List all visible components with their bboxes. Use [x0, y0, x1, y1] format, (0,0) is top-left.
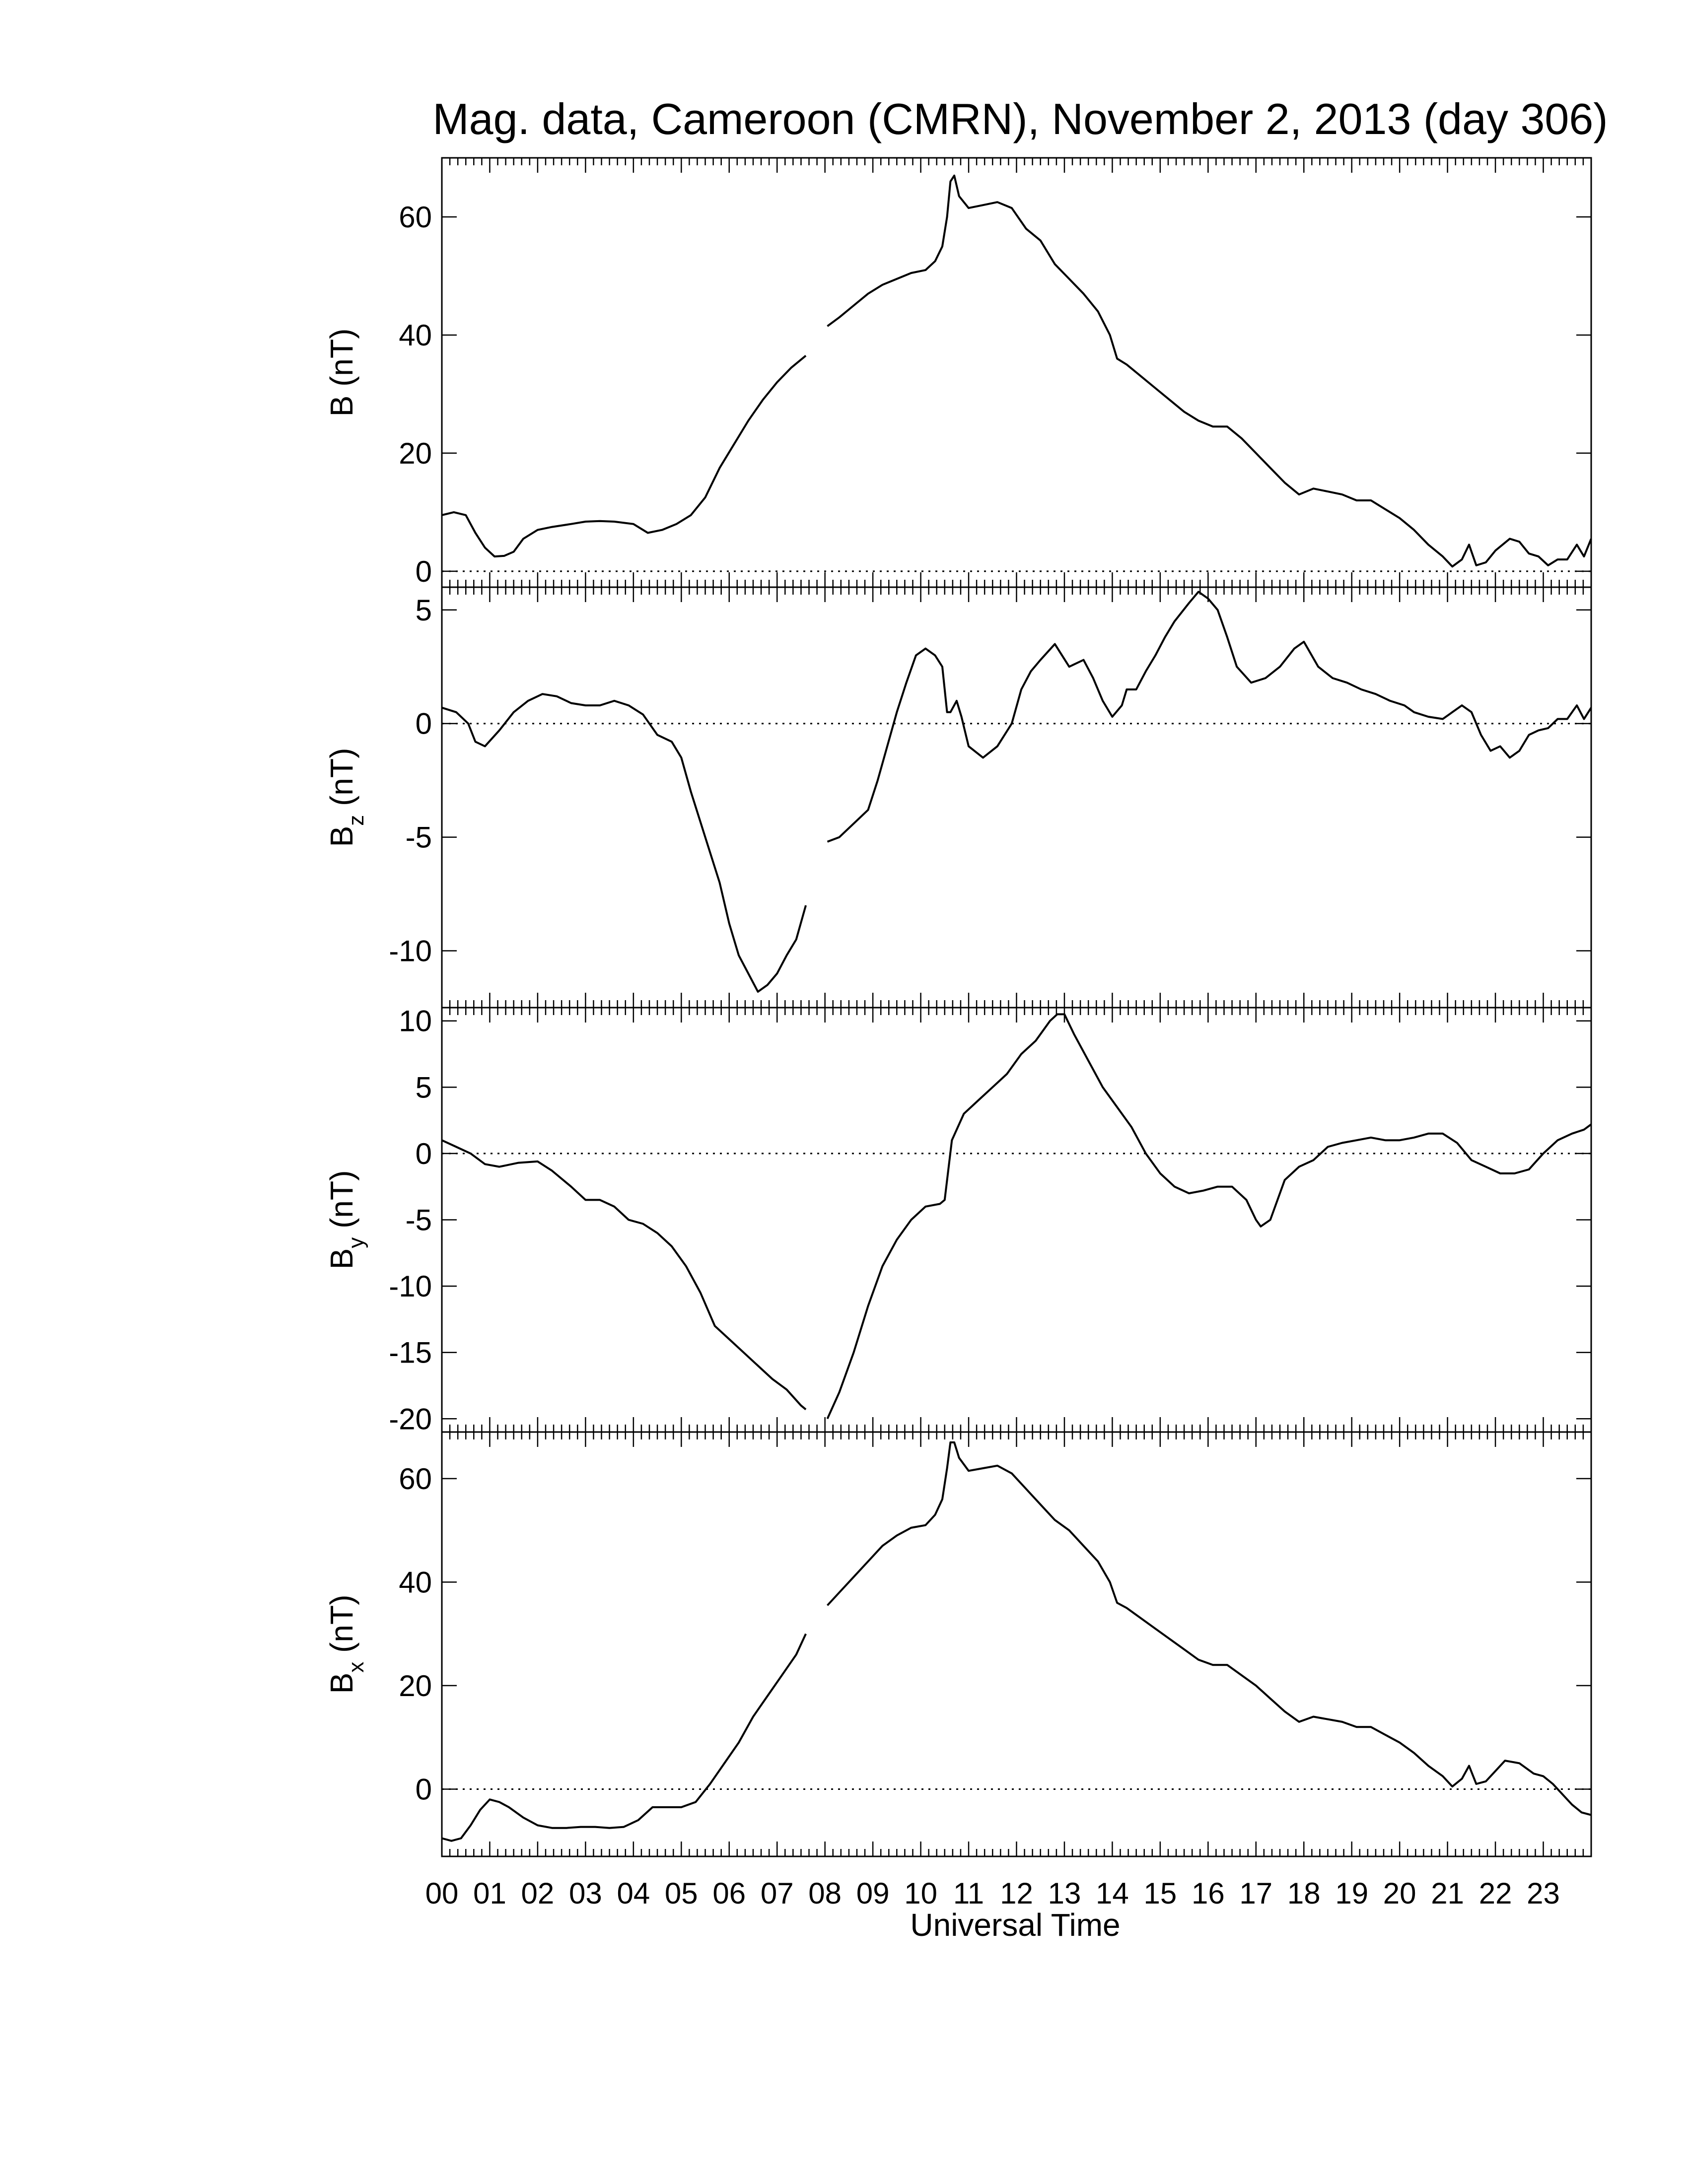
x-tick-label: 15 [1144, 1877, 1177, 1910]
panel-Bz: 5 0 -5 -10 Bz (nT) [324, 586, 1592, 1009]
y-label-unit: (nT) [324, 329, 359, 396]
x-tick-label: 08 [808, 1877, 842, 1910]
y-tick-label: -5 [406, 821, 432, 854]
panel-frame [441, 1007, 1592, 1433]
panels: 0 20 40 60 B (nT) 5 0 -5 -10 Bz (nT) 10 5 0 -5 -10 -15 -… [324, 157, 1592, 1857]
panel-frame [441, 1431, 1592, 1857]
y-tick-label: -20 [389, 1402, 432, 1435]
y-axis-label: By (nT) [324, 1170, 368, 1270]
y-tick-label: 20 [399, 1669, 432, 1703]
y-tick-label: 5 [416, 1071, 432, 1104]
x-tick-label: 09 [856, 1877, 890, 1910]
x-tick-label: 06 [712, 1877, 746, 1910]
series-line-By-1 [441, 1139, 807, 1411]
x-tick-label: 21 [1431, 1877, 1464, 1910]
panel-Bx: 60 40 20 0 Bx (nT) [324, 1431, 1592, 1857]
panel-B: 0 20 40 60 B (nT) [324, 157, 1592, 588]
x-tick-label: 16 [1192, 1877, 1225, 1910]
x-axis-label: Universal Time [910, 1907, 1120, 1943]
x-tick-label: 01 [473, 1877, 506, 1910]
y-tick-label: 0 [416, 1137, 432, 1170]
y-label-sub: y [344, 1237, 368, 1248]
x-tick-label: 05 [665, 1877, 698, 1910]
y-axis-label: Bz (nT) [324, 748, 368, 847]
y-tick-label: 40 [399, 319, 432, 352]
x-tick-label: 07 [761, 1877, 794, 1910]
x-tick-label: 12 [1000, 1877, 1033, 1910]
x-tick-label: 00 [425, 1877, 459, 1910]
y-label-unit: (nT) [324, 1170, 359, 1237]
y-label-main: B [324, 1673, 359, 1694]
x-tick-label: 18 [1287, 1877, 1321, 1910]
x-tick-label: 20 [1383, 1877, 1416, 1910]
panel-frame [441, 157, 1592, 588]
series-line-Bz-1 [441, 693, 807, 993]
x-tick-label: 23 [1527, 1877, 1560, 1910]
series-line-B-2 [827, 174, 1592, 568]
panel-By: 10 5 0 -5 -10 -15 -20 By (nT) [324, 1005, 1592, 1435]
series-line-Bz-2 [827, 591, 1592, 843]
y-tick-label: 10 [399, 1005, 432, 1038]
y-label-unit: (nT) [324, 1595, 359, 1662]
x-tick-labels: 00 01 02 03 04 05 06 07 08 09 10 11 12 13 14 15 16 17 18 19… [425, 1877, 1560, 1910]
y-tick-label: 0 [416, 555, 432, 588]
x-tick-label: 03 [569, 1877, 602, 1910]
y-tick-label: -10 [389, 935, 432, 968]
y-label-main: B [324, 1248, 359, 1270]
y-tick-label: -5 [406, 1204, 432, 1237]
series-line-By-2 [826, 1013, 1592, 1420]
x-tick-label: 19 [1335, 1877, 1368, 1910]
y-tick-label: 5 [416, 594, 432, 627]
x-tick-label: 10 [904, 1877, 937, 1910]
x-tick-label: 04 [617, 1877, 650, 1910]
y-tick-label: -15 [389, 1336, 432, 1369]
y-label-sub: z [344, 815, 368, 826]
y-tick-label: 0 [416, 707, 432, 741]
y-tick-label: 0 [416, 1773, 432, 1806]
series-line-Bx-1 [441, 1633, 807, 1842]
y-label-sub: x [344, 1662, 368, 1673]
series-line-B-1 [441, 355, 807, 558]
series-line-Bx-2 [827, 1441, 1592, 1816]
y-tick-label: 60 [399, 201, 432, 234]
x-tick-label: 17 [1239, 1877, 1272, 1910]
y-label-main: B [324, 826, 359, 847]
y-axis-label: Bx (nT) [324, 1595, 368, 1694]
x-tick-label: 22 [1479, 1877, 1512, 1910]
y-tick-label: 20 [399, 437, 432, 470]
chart-title: Mag. data, Cameroon (CMRN), November 2, … [432, 94, 1608, 143]
y-axis-label: B (nT) [324, 329, 359, 417]
panel-frame [441, 586, 1592, 1009]
x-tick-label: 11 [953, 1877, 984, 1910]
x-tick-label: 13 [1048, 1877, 1081, 1910]
y-tick-label: 40 [399, 1566, 432, 1599]
y-tick-label: 60 [399, 1462, 432, 1496]
y-label-main: B [324, 396, 359, 417]
x-tick-label: 02 [521, 1877, 555, 1910]
x-tick-label: 14 [1096, 1877, 1129, 1910]
y-tick-label: -10 [389, 1270, 432, 1303]
y-label-unit: (nT) [324, 748, 359, 815]
